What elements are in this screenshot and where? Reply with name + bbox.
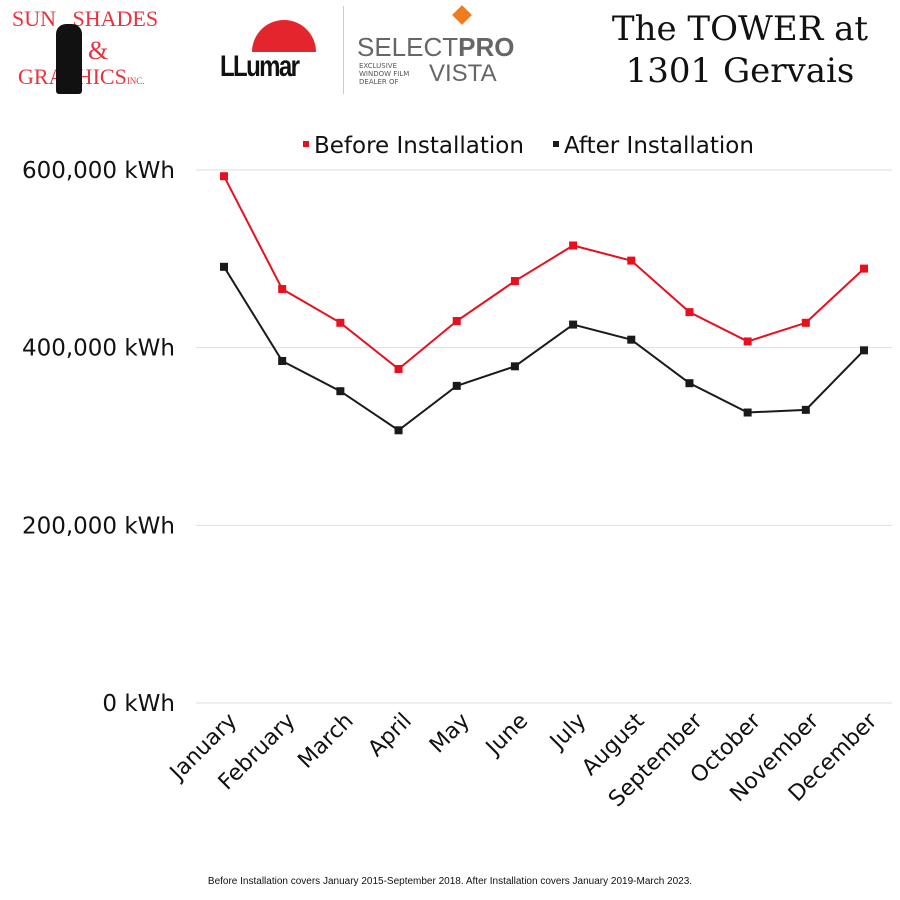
data-point [801, 405, 810, 414]
data-point [860, 264, 868, 273]
data-point [801, 318, 810, 327]
data-point [394, 426, 403, 435]
y-tick-label: 0 kWh [102, 691, 175, 717]
data-point [336, 387, 345, 396]
llumar-logo: LLumar [218, 20, 328, 90]
series-line [223, 175, 865, 371]
x-tick-label: May [425, 709, 475, 759]
data-point [220, 262, 228, 271]
data-point [743, 337, 752, 346]
data-point [860, 346, 868, 355]
data-point [510, 277, 519, 286]
y-tick-label: 200,000 kWh [22, 513, 175, 539]
data-point [743, 408, 752, 417]
y-tick-label: 400,000 kWh [22, 336, 175, 362]
logo-divider [343, 6, 344, 94]
data-point [627, 335, 636, 344]
data-point [685, 308, 694, 317]
x-tick-label: June [480, 709, 533, 762]
title-line-1: The TOWER at [611, 9, 869, 49]
data-point [452, 317, 461, 326]
x-tick-label: March [293, 709, 358, 774]
data-point [452, 381, 461, 390]
x-tick-label: April [364, 709, 417, 762]
data-point [569, 320, 578, 329]
sun-shades-graphics-logo: SUN SHADES & GRAPHICSINC. [8, 4, 178, 94]
series-line [223, 266, 865, 432]
title-line-2: 1301 Gervais [625, 51, 855, 91]
x-tick-label: July [544, 709, 591, 756]
legend-label: Before Installation [314, 133, 524, 159]
data-point [336, 318, 345, 327]
legend-marker [303, 141, 309, 147]
data-point [510, 362, 519, 371]
legend-label: After Installation [564, 133, 754, 159]
data-point [220, 172, 228, 181]
data-point [278, 356, 287, 365]
data-point [569, 241, 578, 250]
y-tick-label: 600,000 kWh [22, 158, 175, 184]
data-point [394, 364, 403, 373]
data-point [685, 379, 694, 388]
selectpro-vista-logo: SELECTPRO EXCLUSIVE WINDOW FILM DEALER O… [355, 4, 535, 94]
data-point [627, 256, 636, 265]
data-point [278, 285, 287, 294]
page-title: The TOWER at 1301 Gervais [590, 8, 890, 92]
legend-marker [553, 141, 559, 147]
footnote: Before Installation covers January 2015-… [207, 876, 693, 887]
